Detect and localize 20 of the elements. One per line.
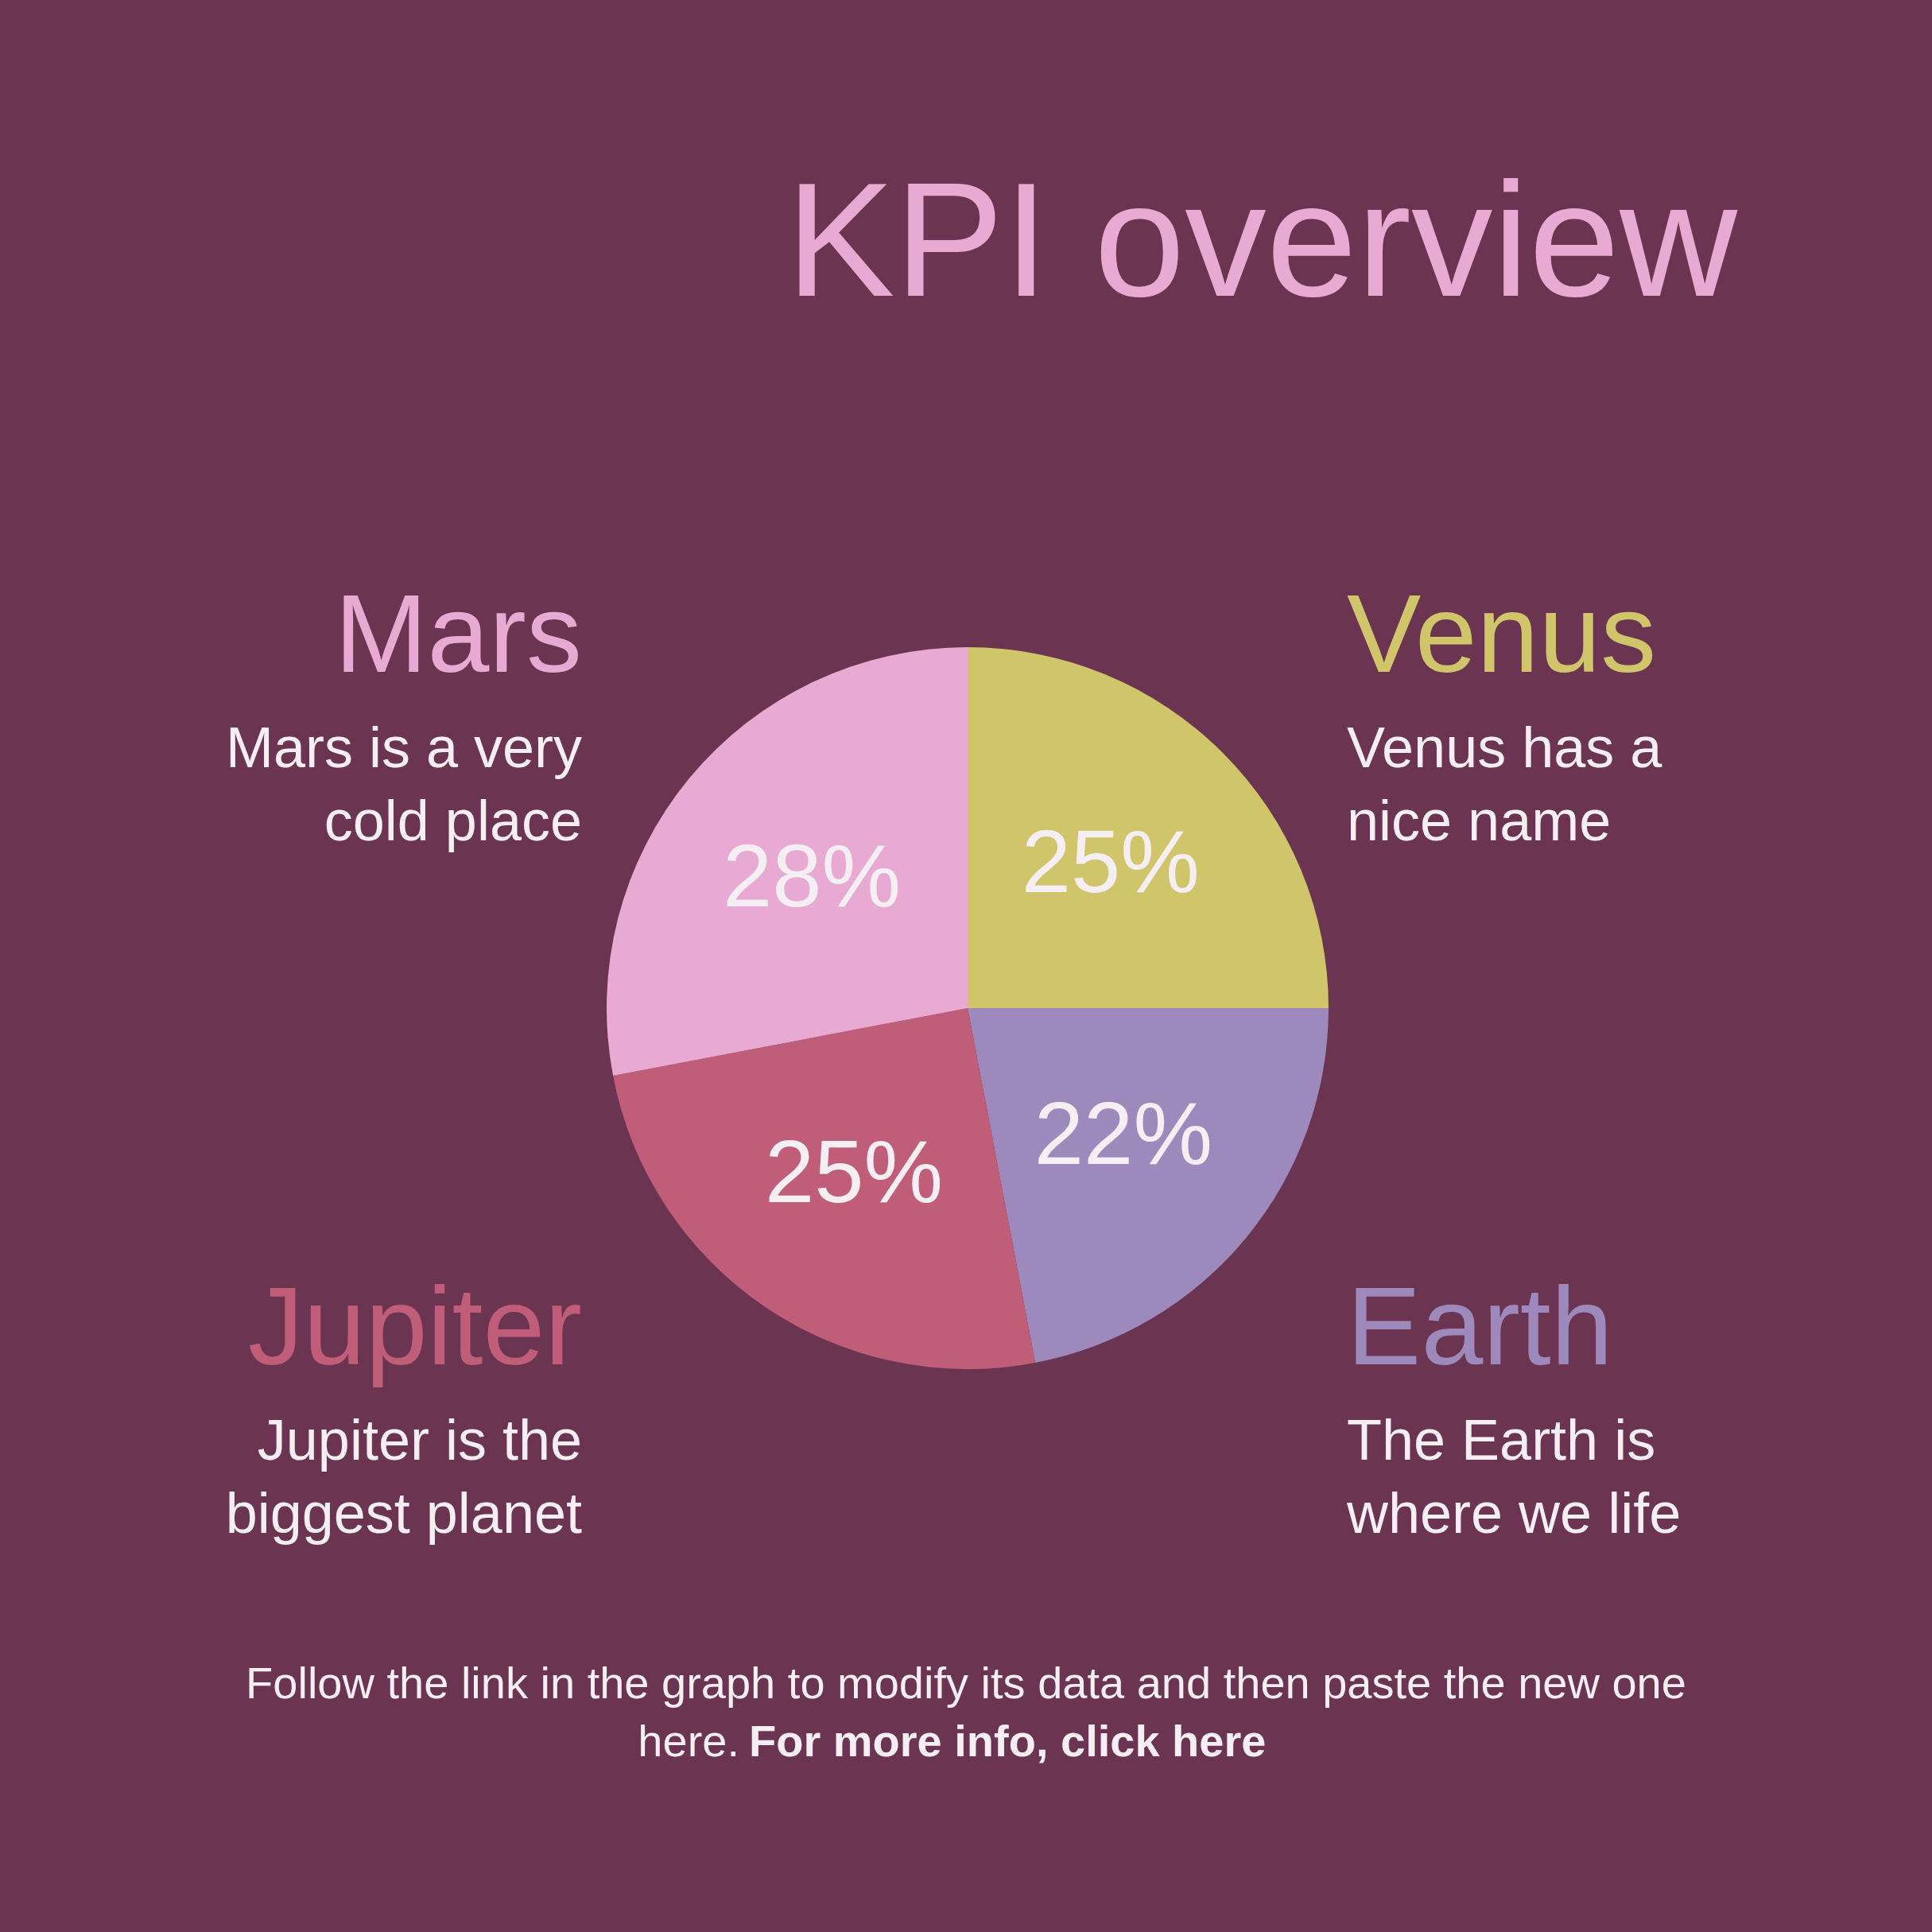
data-label: 28% bbox=[723, 825, 902, 925]
pie-slice bbox=[613, 1008, 1036, 1369]
chart-title: KPI overview bbox=[786, 148, 1739, 330]
slice-label: Mars bbox=[334, 571, 582, 696]
data-label: 25% bbox=[1021, 812, 1200, 912]
text: Venus has a nice name bbox=[1347, 716, 1663, 852]
text: Follow the link in the graph to modify its data and then paste the new one bbox=[246, 1658, 1686, 1708]
text: For more info, click here bbox=[749, 1716, 1267, 1766]
slice-label: Venus bbox=[1347, 571, 1657, 696]
data-label: 25% bbox=[765, 1122, 944, 1222]
pie-slice bbox=[968, 647, 1329, 1008]
text: The Earth is where we life bbox=[1346, 1408, 1682, 1545]
text: here. bbox=[638, 1716, 739, 1766]
slice-label: Jupiter bbox=[247, 1263, 582, 1388]
pie-slice bbox=[607, 647, 968, 1077]
text: Mars is a very cold place bbox=[225, 716, 582, 852]
pie-slice bbox=[968, 1008, 1329, 1363]
slice-label: Earth bbox=[1347, 1263, 1613, 1388]
text: Jupiter is the biggest planet bbox=[225, 1408, 582, 1545]
data-label: 22% bbox=[1034, 1084, 1212, 1184]
